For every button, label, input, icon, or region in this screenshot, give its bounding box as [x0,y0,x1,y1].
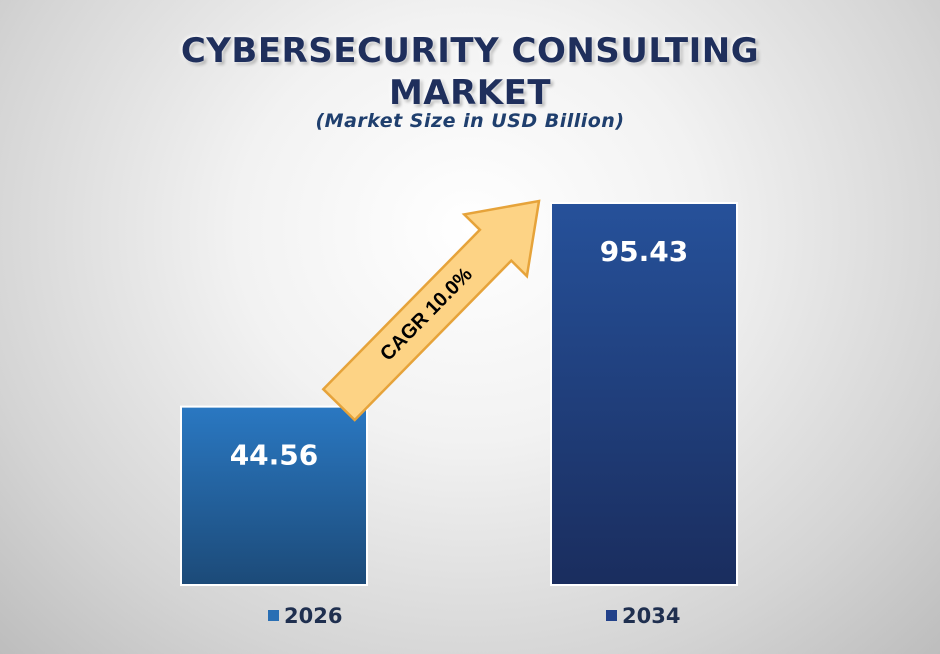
chart-title-line-1: CYBERSECURITY CONSULTING [180,31,760,71]
bar-value-label-2034: 95.43 [600,235,689,268]
chart-title-line-2: MARKET [388,73,552,113]
bar-2026 [180,405,368,586]
bar-2034 [550,202,738,586]
chart-title: CYBERSECURITY CONSULTING MARKET [0,30,940,114]
legend-swatch-2034 [606,610,617,621]
chart-subtitle: (Market Size in USD Billion) [315,110,625,132]
cagr-label: CAGR 10.0% [376,263,477,365]
legend-label-2034: 2034 [622,604,680,628]
legend-label-2026: 2026 [284,604,342,628]
cagr-arrow: CAGR 10.0% [321,199,541,422]
legend-swatch-2026 [268,610,279,621]
cagr-arrow-shape [321,199,541,422]
bar-value-label-2026: 44.56 [230,439,319,472]
